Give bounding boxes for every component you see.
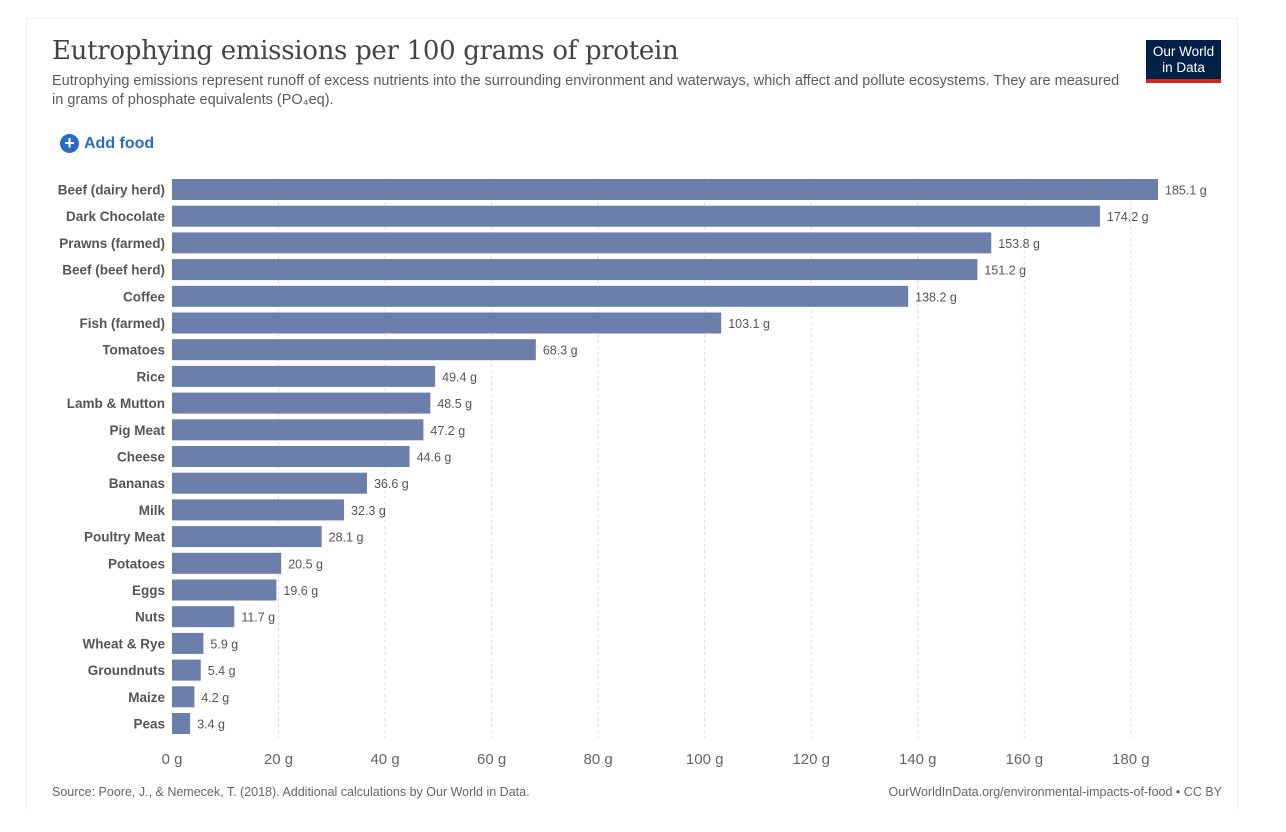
value-label: 49.4 g [442, 370, 477, 384]
bar[interactable] [172, 259, 978, 281]
bar[interactable] [172, 526, 322, 548]
x-tick-label: 120 g [792, 751, 830, 768]
x-tick-label: 20 g [264, 751, 293, 768]
bar[interactable] [172, 579, 277, 601]
bar[interactable] [172, 339, 536, 361]
value-label: 138.2 g [915, 290, 957, 304]
value-label: 11.7 g [241, 611, 275, 625]
category-label: Lamb & Mutton [67, 396, 165, 411]
source-note: Source: Poore, J., & Nemecek, T. (2018).… [52, 785, 530, 799]
bar[interactable] [172, 686, 195, 708]
category-label: Fish (farmed) [79, 316, 165, 331]
bar[interactable] [172, 659, 201, 681]
logo-line-2: in Data [1162, 60, 1205, 75]
value-label: 3.4 g [197, 718, 225, 732]
bar[interactable] [172, 179, 1158, 200]
value-label: 47.2 g [430, 424, 465, 438]
x-tick-label: 40 g [370, 751, 399, 768]
bar[interactable] [172, 472, 367, 494]
value-label: 174.2 g [1107, 210, 1149, 224]
value-label: 4.2 g [201, 691, 229, 705]
chart-subtitle: Eutrophying emissions represent runoff o… [52, 73, 1120, 108]
value-label: 185.1 g [1165, 184, 1207, 198]
value-label: 36.6 g [374, 477, 409, 491]
bar[interactable] [172, 606, 235, 628]
value-label: 28.1 g [329, 531, 364, 545]
category-label: Milk [139, 503, 166, 518]
value-label: 20.5 g [288, 557, 323, 571]
category-label: Cheese [117, 450, 166, 465]
bar[interactable] [172, 205, 1100, 227]
category-label: Tomatoes [102, 343, 165, 358]
value-label: 48.5 g [437, 397, 472, 411]
x-tick-label: 100 g [686, 751, 724, 768]
add-food-label: Add food [84, 134, 155, 152]
category-label: Dark Chocolate [66, 209, 166, 224]
x-tick-label: 80 g [584, 751, 613, 768]
bars [172, 179, 1158, 734]
labels: 0 g 20 g 40 g 60 g 80 g 100 g 120 g 140 g 160 g 1… [58, 183, 1207, 769]
category-label: Pig Meat [109, 423, 165, 438]
bar[interactable] [172, 713, 191, 734]
category-label: Prawns (farmed) [59, 236, 165, 251]
value-label: 44.6 g [417, 451, 452, 465]
bar[interactable] [172, 446, 410, 467]
category-label: Rice [136, 369, 165, 384]
value-label: 32.3 g [351, 504, 386, 518]
value-label: 153.8 g [998, 237, 1040, 251]
bar[interactable] [172, 419, 424, 441]
chart-title: Eutrophying emissions per 100 grams of p… [52, 36, 679, 66]
bar[interactable] [172, 365, 436, 387]
owid-logo[interactable]: Our World in Data [1146, 40, 1221, 83]
footer-link[interactable]: OurWorldInData.org/environmental-impacts… [888, 785, 1222, 799]
category-label: Poultry Meat [84, 530, 166, 545]
category-label: Eggs [132, 583, 165, 598]
x-tick-label: 160 g [1006, 751, 1044, 768]
value-label: 151.2 g [984, 264, 1026, 278]
value-label: 5.9 g [210, 637, 238, 651]
category-label: Coffee [123, 289, 165, 304]
category-label: Beef (beef herd) [62, 263, 165, 278]
category-label: Beef (dairy herd) [58, 183, 165, 198]
x-tick-label: 140 g [899, 751, 937, 768]
value-label: 5.4 g [208, 664, 236, 678]
logo-line-1: Our World [1152, 44, 1215, 59]
x-tick-label: 180 g [1112, 751, 1150, 768]
bar[interactable] [172, 285, 909, 307]
add-food-button[interactable]: + Add food [60, 134, 154, 153]
category-label: Wheat & Rye [82, 636, 165, 651]
category-label: Potatoes [108, 556, 165, 571]
bar[interactable] [172, 392, 431, 414]
category-label: Bananas [109, 476, 165, 491]
plus-circle-icon: + [60, 134, 79, 153]
value-label: 103.1 g [728, 317, 770, 331]
x-tick-label: 0 g [162, 751, 183, 768]
bar[interactable] [172, 632, 204, 654]
value-label: 68.3 g [543, 344, 578, 358]
bar[interactable] [172, 232, 992, 254]
chart-frame [26, 18, 1238, 809]
category-label: Nuts [135, 610, 165, 625]
category-label: Peas [133, 717, 165, 732]
category-label: Groundnuts [88, 663, 165, 678]
bar[interactable] [172, 552, 282, 574]
x-tick-label: 60 g [477, 751, 506, 768]
category-label: Maize [128, 690, 165, 705]
bar[interactable] [172, 312, 722, 334]
bar[interactable] [172, 499, 345, 521]
value-label: 19.6 g [283, 584, 318, 598]
bar-chart: 0 g 20 g 40 g 60 g 80 g 100 g 120 g 140 g 160 g 1… [58, 178, 1207, 769]
